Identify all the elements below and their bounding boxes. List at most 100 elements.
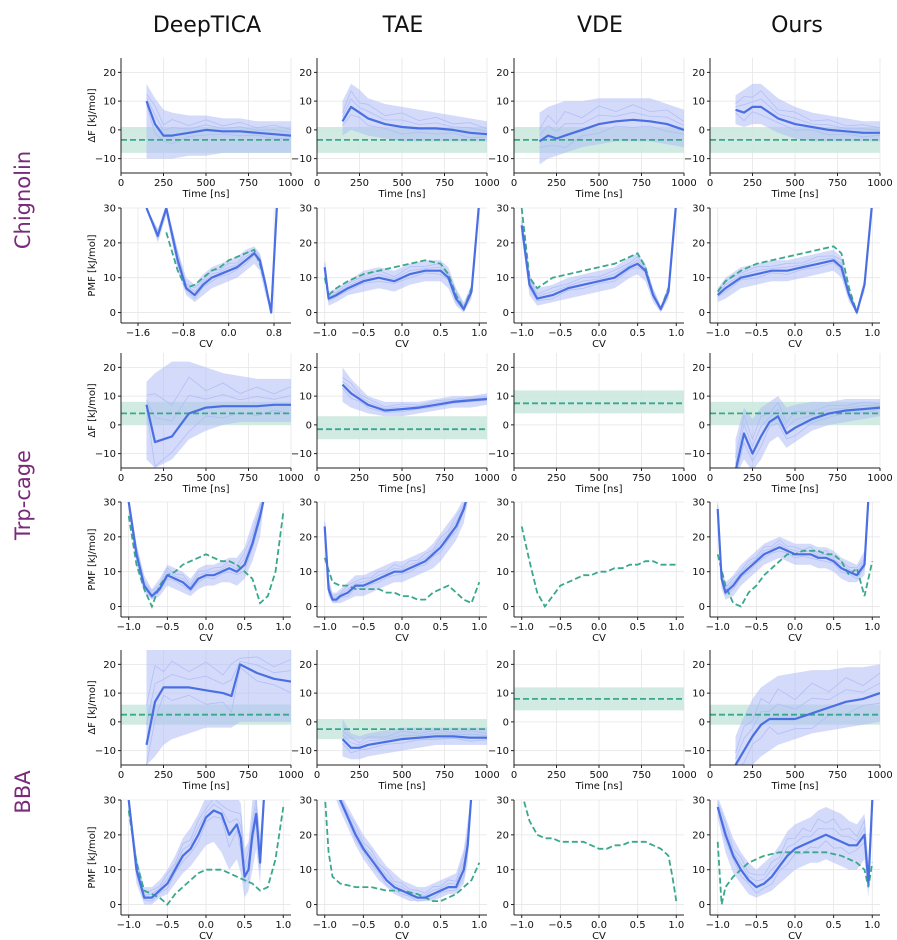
- mean-line: [538, 118, 684, 143]
- y-tick-label: 20: [299, 238, 312, 249]
- x-tick-label: −0.5: [744, 622, 768, 633]
- uncertainty-band: [146, 361, 291, 468]
- x-axis-label: Time [ns]: [574, 484, 622, 495]
- y-tick-label: 0: [110, 125, 116, 136]
- panel-trp_tae_df: 0 250 500 750 1000 −10 0 10 20 Time [ns]: [291, 353, 500, 495]
- run-trace: [342, 89, 487, 130]
- x-tick-label: −0.5: [548, 920, 572, 931]
- plot-area: [520, 208, 677, 313]
- mean-line: [323, 208, 480, 311]
- y-tick-label: 0: [306, 308, 312, 319]
- y-tick-label: 20: [103, 68, 116, 79]
- x-axis-label: Time [ns]: [377, 484, 425, 495]
- x-tick-label: 0: [511, 473, 517, 484]
- y-tick-label: 0: [699, 900, 705, 911]
- x-tick-label: 0.0: [394, 328, 410, 339]
- y-tick-label: 30: [299, 204, 312, 215]
- y-tick-label: 0: [306, 717, 312, 728]
- y-tick-label: 30: [103, 204, 116, 215]
- y-tick-label: 20: [496, 238, 509, 249]
- x-tick-label: 1.0: [471, 328, 487, 339]
- x-tick-label: 1000: [671, 473, 696, 484]
- mean-line: [341, 735, 487, 749]
- uncertainty-band: [735, 83, 880, 142]
- run-trace: [324, 502, 466, 599]
- y-tick-label: 10: [692, 273, 705, 284]
- x-tick-label: 750: [239, 770, 258, 781]
- x-axis-label: Time [ns]: [181, 781, 229, 792]
- y-tick-label: −10: [488, 746, 509, 757]
- uncertainty-band: [146, 208, 277, 313]
- y-tick-label: −10: [95, 449, 116, 460]
- y-tick-label: −10: [684, 449, 705, 460]
- x-tick-label: 0.5: [826, 920, 842, 931]
- plot-area: [716, 800, 874, 905]
- run-trace: [146, 660, 291, 726]
- x-tick-label: 1.0: [275, 920, 291, 931]
- x-tick-label: 500: [589, 473, 608, 484]
- run-trace: [342, 732, 487, 746]
- panel-trp_ours_df: 0 250 500 750 1000 −10 0 10 20 Time [ns]: [684, 353, 893, 495]
- x-tick-label: 0: [707, 178, 713, 189]
- x-tick-label: −0.5: [744, 328, 768, 339]
- x-tick-label: 1000: [671, 178, 696, 189]
- y-tick-label: 10: [299, 392, 312, 403]
- y-tick-label: 0: [503, 602, 509, 613]
- mean-line: [338, 800, 473, 899]
- x-tick-label: 1000: [278, 178, 303, 189]
- mean-line: [145, 403, 291, 444]
- y-tick-label: −10: [684, 154, 705, 165]
- run-trace: [735, 90, 880, 129]
- x-tick-label: −1.0: [510, 920, 534, 931]
- y-tick-label: 30: [103, 796, 116, 807]
- plot-area: [317, 367, 487, 440]
- x-tick-label: 250: [743, 178, 762, 189]
- panel-chig_vde_pmf: −1.0 −0.5 0.0 0.5 1.0 0 10 20 30 CV: [496, 204, 684, 351]
- y-tick-label: 0: [699, 717, 705, 728]
- panel-chig_vde_df: 0 250 500 750 1000 −10 0 10 20 Time [ns]: [488, 58, 697, 200]
- x-tick-label: 0.0: [394, 622, 410, 633]
- y-axis-label: ΔF [kJ/mol]: [87, 680, 98, 734]
- x-tick-label: 750: [435, 473, 454, 484]
- plot-area: [145, 208, 278, 314]
- run-trace: [342, 737, 487, 754]
- run-trace: [735, 111, 880, 138]
- x-tick-label: 750: [632, 473, 651, 484]
- run-trace: [341, 800, 472, 894]
- y-tick-label: 10: [692, 392, 705, 403]
- run-trace: [342, 729, 487, 744]
- column-title-ours: Ours: [771, 13, 823, 38]
- x-tick-label: 0: [707, 770, 713, 781]
- x-tick-label: −1.0: [313, 328, 337, 339]
- y-tick-label: 10: [103, 865, 116, 876]
- x-tick-label: 500: [196, 473, 215, 484]
- x-axis-label: CV: [788, 633, 802, 644]
- y-tick-label: 0: [699, 420, 705, 431]
- x-tick-label: 0: [707, 473, 713, 484]
- y-tick-label: −10: [291, 449, 312, 460]
- y-tick-label: 10: [299, 273, 312, 284]
- y-tick-label: 10: [299, 97, 312, 108]
- y-tick-label: 30: [496, 796, 509, 807]
- row-labels: Chignolin Trp-cage BBA: [11, 151, 35, 814]
- plot-area: [716, 502, 874, 608]
- x-tick-label: 0.5: [237, 920, 253, 931]
- panel-chig_deeptica_pmf: −1.6 −0.8 0.0 0.8 0 10 20 30 CV PMF [kJ/mol]: [87, 204, 291, 350]
- reference-line: [716, 245, 858, 313]
- mean-line: [520, 208, 677, 311]
- x-tick-label: 750: [828, 473, 847, 484]
- panel-bba_vde_pmf: −1.0 −0.5 0.0 0.5 1.0 0 10 20 30 CV: [496, 796, 684, 940]
- panel-bba_tae_pmf: −1.0 −0.5 0.0 0.5 1.0 0 10 20 30 CV: [299, 796, 487, 940]
- y-tick-label: 20: [103, 238, 116, 249]
- run-trace: [324, 208, 480, 312]
- uncertainty-band: [128, 502, 264, 600]
- x-axis-label: CV: [395, 633, 409, 644]
- y-tick-label: 10: [103, 689, 116, 700]
- x-tick-label: 750: [828, 770, 847, 781]
- run-trace: [128, 502, 264, 595]
- y-tick-label: 10: [496, 392, 509, 403]
- y-tick-label: 10: [299, 689, 312, 700]
- x-tick-label: 1000: [867, 473, 892, 484]
- panel-bba_vde_df: 0 250 500 750 1000 −10 0 10 20 Time [ns]: [488, 650, 697, 792]
- y-tick-label: 20: [692, 532, 705, 543]
